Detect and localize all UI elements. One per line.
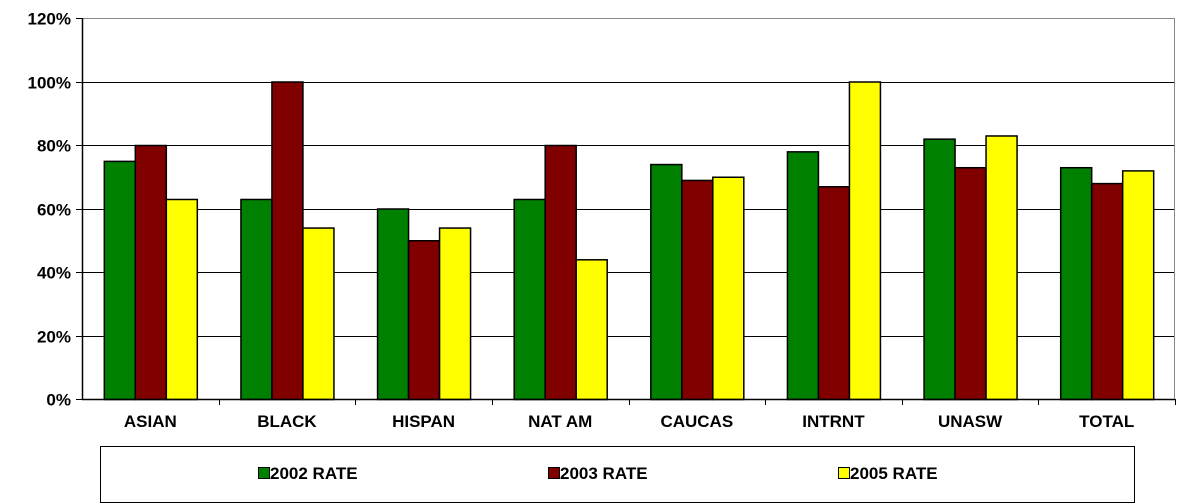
bar xyxy=(1121,170,1155,401)
y-tick-label: 80% xyxy=(37,137,71,156)
bar xyxy=(544,144,577,401)
bar xyxy=(650,163,683,401)
y-tick-label: 100% xyxy=(28,74,71,93)
bar xyxy=(376,208,410,401)
x-category-label: NAT AM xyxy=(528,412,592,431)
legend: 2002 RATE 2003 RATE 2005 RATE xyxy=(100,446,1135,503)
x-category-label: CAUCAS xyxy=(660,412,733,431)
bar xyxy=(817,186,851,401)
y-tick-label: 0% xyxy=(46,391,71,410)
legend-label: 2002 RATE xyxy=(270,464,358,483)
x-category-label: TOTAL xyxy=(1079,412,1134,431)
bar xyxy=(1090,182,1124,401)
bar xyxy=(681,179,714,401)
bar xyxy=(513,198,546,401)
labels: 0% 20% 40% 60% 80% 100% 120% ASIAN BLACK HISPAN NA… xyxy=(28,10,1135,432)
bar xyxy=(302,227,335,401)
legend-swatch xyxy=(258,467,270,479)
x-category-label: HISPAN xyxy=(392,412,455,431)
bar xyxy=(712,176,745,401)
y-tick-label: 20% xyxy=(37,328,71,347)
legend-swatch xyxy=(548,467,560,479)
bar xyxy=(954,166,987,401)
bars xyxy=(103,81,1155,401)
y-tick-label: 120% xyxy=(28,10,71,29)
bar xyxy=(848,81,882,401)
bar xyxy=(103,160,137,401)
bar xyxy=(1059,166,1093,401)
bar xyxy=(240,198,273,401)
bar xyxy=(271,81,304,401)
x-category-label: BLACK xyxy=(257,412,317,431)
legend-box xyxy=(100,446,1135,503)
bar xyxy=(407,240,441,401)
legend-label: 2003 RATE xyxy=(560,464,648,483)
bar xyxy=(438,227,472,401)
legend-label: 2005 RATE xyxy=(850,464,938,483)
y-tick-label: 40% xyxy=(37,264,71,283)
y-tick-label: 60% xyxy=(37,201,71,220)
legend-swatch xyxy=(838,467,850,479)
bar xyxy=(165,198,199,401)
bar xyxy=(575,259,608,401)
bar xyxy=(923,138,956,401)
bar xyxy=(134,144,168,401)
bar xyxy=(786,151,820,401)
x-category-label: ASIAN xyxy=(124,412,177,431)
x-category-label: UNASW xyxy=(938,412,1003,431)
bar xyxy=(985,135,1018,401)
x-category-label: INTRNT xyxy=(802,412,865,431)
axes xyxy=(76,18,1176,405)
